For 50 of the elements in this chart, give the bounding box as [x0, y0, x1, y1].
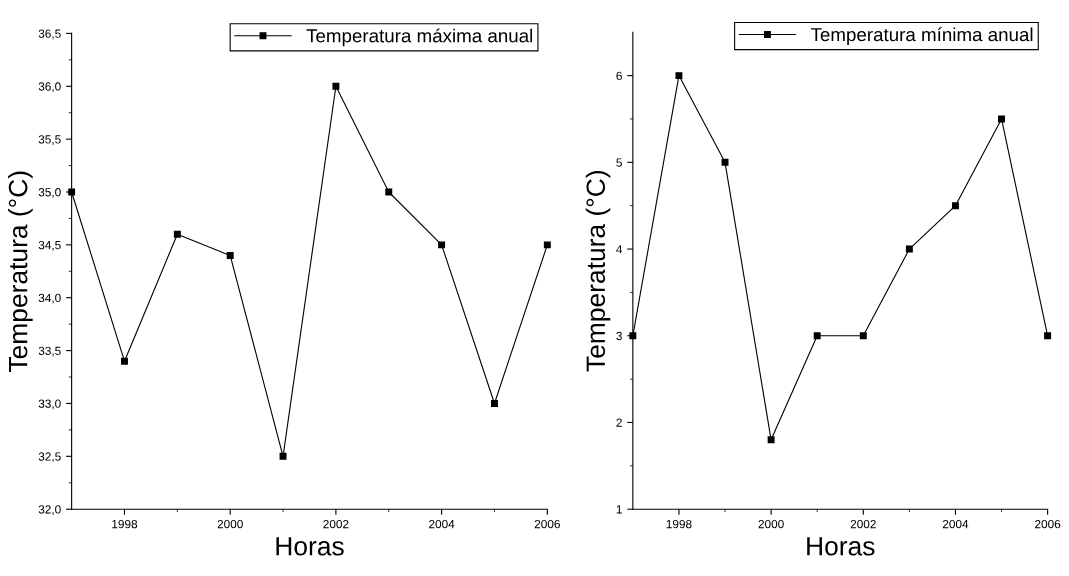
x-axis-title: Horas — [276, 537, 344, 556]
point — [767, 436, 775, 444]
y-tick-label: 3 — [616, 331, 622, 341]
y-tick-label: 33,0 — [38, 399, 61, 410]
y-axis-title: Temperatura (°C) — [8, 171, 33, 373]
x-axis-title: Horas — [807, 537, 875, 556]
y-tick-label: 6 — [616, 71, 622, 81]
y-tick-label: 5 — [616, 158, 622, 167]
point — [543, 241, 551, 249]
point — [385, 188, 393, 196]
y-tick-label: 4 — [616, 245, 623, 254]
x-tick-label: 1998 — [666, 519, 692, 529]
y-tick-label: 36,0 — [38, 82, 61, 93]
y-axis-title: Temperatura (°C) — [585, 171, 611, 372]
y-tick-label: 1 — [616, 505, 622, 514]
point — [332, 82, 340, 90]
point — [438, 241, 446, 249]
x-tick-label: 2002 — [323, 519, 349, 529]
x-tick-label: 2004 — [429, 519, 455, 529]
point — [998, 115, 1006, 123]
point — [951, 202, 959, 210]
y-tick-label: 34,0 — [38, 293, 61, 304]
point — [121, 357, 128, 365]
point — [173, 230, 181, 238]
point — [279, 452, 287, 460]
x-tick-label: 2002 — [850, 519, 876, 529]
legend-label: Temperatura mínima anual — [810, 27, 1033, 45]
y-tick-label: 32,5 — [38, 452, 61, 463]
x-tick-label: 2006 — [1035, 519, 1061, 529]
x-tick-label: 2006 — [534, 519, 560, 529]
y-tick-label: 2 — [616, 418, 622, 427]
legend-label: Temperatura máxima anual — [306, 28, 533, 47]
x-tick-label: 2000 — [217, 519, 243, 529]
point — [905, 245, 913, 253]
point — [859, 332, 867, 340]
point — [721, 158, 729, 166]
y-tick-label: 36,5 — [38, 29, 61, 40]
point — [675, 72, 683, 80]
y-tick-label: 33,5 — [38, 346, 61, 357]
y-tick-label: 35,5 — [38, 135, 61, 145]
y-tick-label: 32,0 — [38, 505, 61, 515]
y-tick-label: 34,5 — [38, 240, 61, 251]
x-tick-label: 2000 — [758, 519, 784, 529]
point — [1044, 332, 1052, 340]
point — [490, 399, 498, 407]
y-tick-label: 35,0 — [38, 188, 61, 198]
x-tick-label: 1998 — [112, 519, 138, 529]
x-tick-label: 2004 — [942, 519, 969, 529]
point — [813, 332, 821, 340]
point — [226, 251, 234, 259]
